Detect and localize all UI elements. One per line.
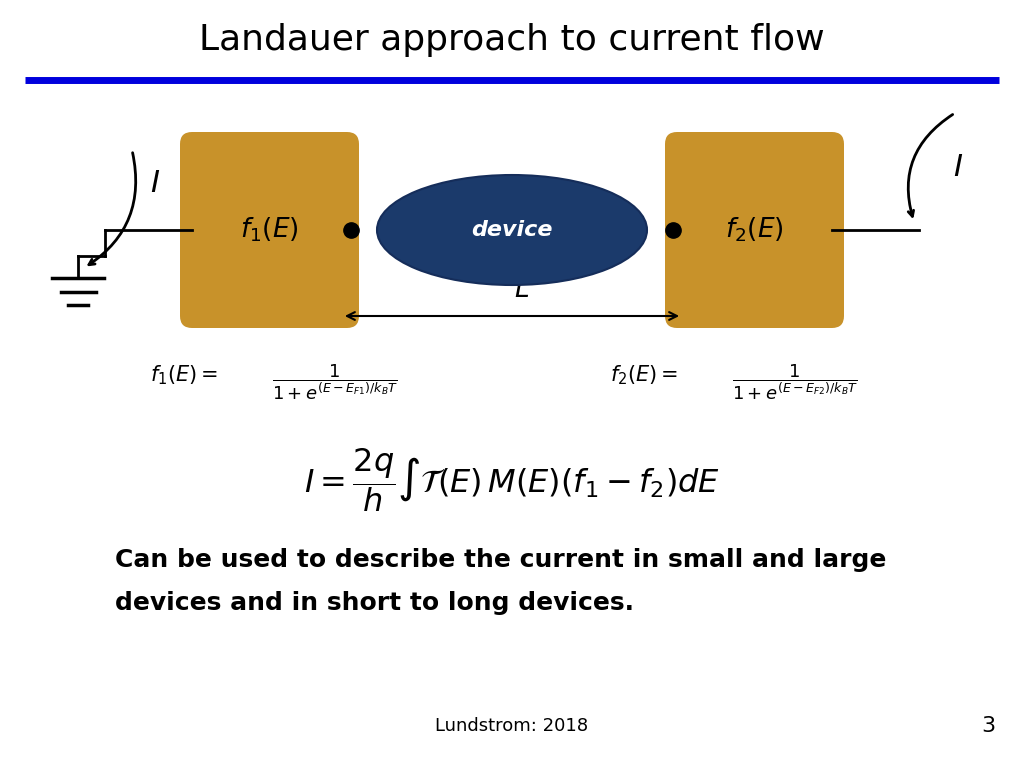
Text: $I$: $I$ — [150, 168, 160, 197]
Text: $I = \dfrac{2q}{h} \int \mathcal{T}(E)\, M(E) \left( f_1 - f_2 \right) dE$: $I = \dfrac{2q}{h} \int \mathcal{T}(E)\,… — [304, 446, 720, 514]
Text: Landauer approach to current flow: Landauer approach to current flow — [200, 23, 824, 57]
Text: devices and in short to long devices.: devices and in short to long devices. — [115, 591, 634, 615]
Ellipse shape — [377, 175, 647, 285]
Text: Lundstrom: 2018: Lundstrom: 2018 — [435, 717, 589, 735]
Text: 3: 3 — [981, 716, 995, 736]
Text: $\dfrac{1}{1 + e^{(E-E_{F1})/k_BT}}$: $\dfrac{1}{1 + e^{(E-E_{F1})/k_BT}}$ — [272, 363, 398, 402]
Text: $L$: $L$ — [514, 277, 529, 303]
Text: Can be used to describe the current in small and large: Can be used to describe the current in s… — [115, 548, 887, 572]
Text: $\dfrac{1}{1 + e^{(E-E_{F2})/k_BT}}$: $\dfrac{1}{1 + e^{(E-E_{F2})/k_BT}}$ — [732, 363, 858, 402]
FancyBboxPatch shape — [180, 132, 359, 328]
FancyBboxPatch shape — [665, 132, 844, 328]
Text: $I$: $I$ — [953, 154, 964, 183]
Text: $f_2(E) =$: $f_2(E) =$ — [610, 363, 678, 386]
Text: $f_1(E) =$: $f_1(E) =$ — [150, 363, 218, 386]
Text: device: device — [471, 220, 553, 240]
Text: $f_1(E)$: $f_1(E)$ — [241, 216, 299, 244]
Text: $f_2(E)$: $f_2(E)$ — [725, 216, 783, 244]
